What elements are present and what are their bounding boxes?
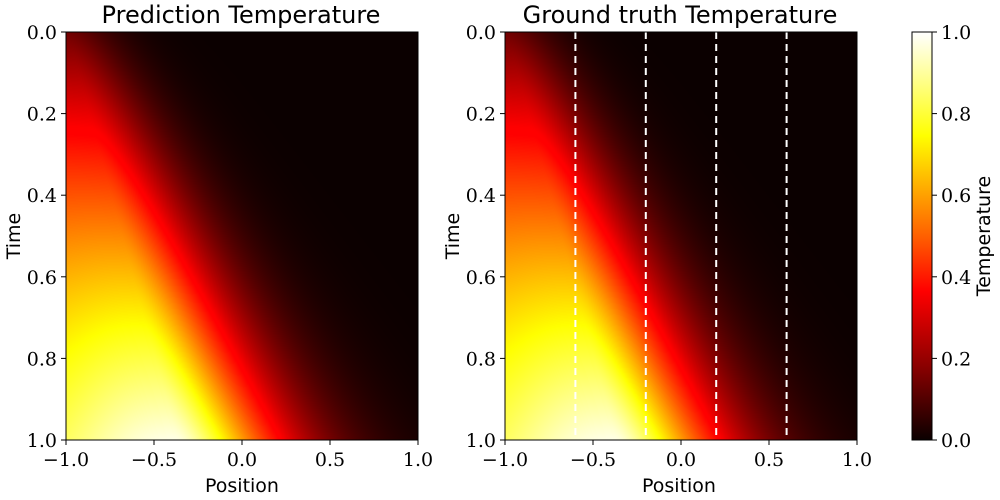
ground-truth-xlabel: Position — [642, 475, 716, 497]
prediction-ticks: −1.0 −0.5 0.0 0.5 1.0 0.0 0.2 0.4 0.6 0.8 1.0 — [27, 22, 433, 471]
prediction-heatmap-container — [66, 32, 418, 440]
ground-truth-ylabel: Time — [442, 213, 464, 261]
x-tick-label: −1.0 — [482, 449, 528, 471]
prediction-ylabel: Time — [3, 213, 25, 261]
colorbar-tick-label: 0.6 — [941, 185, 971, 207]
ground-truth-ticks: −1.0 −0.5 0.0 0.5 1.0 0.0 0.2 0.4 0.6 0.8 1.0 — [466, 22, 872, 471]
x-tick-label: 0.0 — [227, 449, 257, 471]
y-tick-label: 0.6 — [466, 267, 496, 289]
colorbar-tick-label: 0.8 — [941, 104, 971, 126]
colorbar-gradient — [911, 31, 933, 441]
prediction-xlabel: Position — [205, 475, 279, 497]
colorbar-tick-label: 0.4 — [941, 267, 971, 289]
ground-truth-heatmap-container — [505, 32, 857, 440]
colorbar-label: Temperature — [973, 176, 995, 297]
prediction-panel: Prediction Temperature −1.0 −0.5 0.0 0.5 1.0… — [3, 1, 433, 497]
ground-truth-title: Ground truth Temperature — [523, 1, 838, 29]
x-tick-label: 0.0 — [666, 449, 696, 471]
y-tick-label: 0.2 — [27, 104, 57, 126]
prediction-heatmap — [66, 32, 418, 440]
y-tick-label: 0.0 — [466, 22, 496, 44]
x-tick-label: −0.5 — [131, 449, 177, 471]
prediction-title: Prediction Temperature — [102, 1, 381, 29]
y-tick-label: 0.2 — [466, 104, 496, 126]
ground-truth-panel: Ground truth Temperature −1.0 −0.5 0.0 0.5 1… — [442, 1, 872, 497]
x-tick-label: 0.5 — [315, 449, 345, 471]
colorbar-tick-label: 1.0 — [941, 22, 971, 44]
y-tick-label: 0.8 — [466, 348, 496, 370]
colorbar: 0.0 0.2 0.4 0.6 0.8 1.0 Temperature — [911, 22, 995, 452]
x-tick-label: 0.5 — [754, 449, 784, 471]
x-tick-label: 1.0 — [403, 449, 433, 471]
ground-truth-heatmap — [505, 32, 857, 440]
y-tick-label: 0.8 — [27, 348, 57, 370]
x-tick-label: 1.0 — [842, 449, 872, 471]
ground-truth-dashed-lines — [574, 32, 788, 440]
y-tick-label: 1.0 — [27, 430, 57, 452]
x-tick-label: −1.0 — [43, 449, 89, 471]
y-tick-label: 0.4 — [466, 185, 496, 207]
colorbar-tick-label: 0.2 — [941, 348, 971, 370]
colorbar-tick-label: 0.0 — [941, 430, 971, 452]
y-tick-label: 0.6 — [27, 267, 57, 289]
y-tick-label: 0.0 — [27, 22, 57, 44]
y-tick-label: 1.0 — [466, 430, 496, 452]
x-tick-label: −0.5 — [570, 449, 616, 471]
colorbar-ticks: 0.0 0.2 0.4 0.6 0.8 1.0 — [932, 22, 971, 452]
y-tick-label: 0.4 — [27, 185, 57, 207]
